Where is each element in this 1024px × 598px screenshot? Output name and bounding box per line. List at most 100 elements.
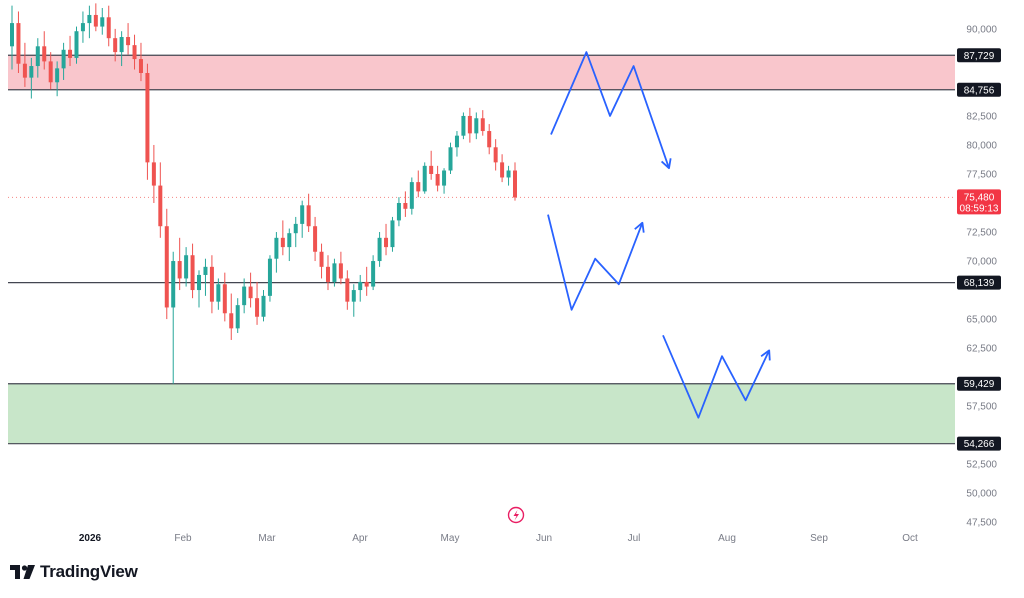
x-tick-label: Jun [536, 533, 552, 544]
candle [442, 168, 447, 194]
candle [409, 177, 414, 215]
candle [454, 131, 459, 157]
candle-body [448, 147, 453, 171]
candle [42, 31, 47, 70]
candle-body [68, 49, 73, 58]
candle [506, 165, 511, 186]
candle [229, 293, 234, 340]
projection-arrowhead [660, 158, 672, 170]
candle-body [345, 278, 350, 302]
candle [68, 35, 73, 67]
candle [255, 281, 260, 325]
candle-body [22, 63, 27, 78]
candle-body [164, 226, 169, 308]
lightning-event-icon[interactable] [507, 506, 525, 524]
projections-layer [547, 51, 771, 419]
x-tick-label: Feb [174, 533, 192, 544]
candle [274, 232, 279, 273]
candle-body [190, 255, 195, 291]
candle [345, 270, 350, 310]
candle [429, 150, 434, 180]
candle-body [280, 237, 285, 248]
candle-body [416, 182, 421, 192]
candle-body [474, 118, 479, 134]
candle [325, 255, 330, 291]
candle-body [209, 266, 214, 302]
candle [384, 223, 389, 256]
candle-body [16, 23, 21, 64]
candle-body [493, 147, 498, 163]
support-zone [8, 383, 955, 444]
candle-body [429, 165, 434, 174]
candle-body [113, 38, 118, 53]
candle [358, 274, 363, 302]
projection-path [550, 51, 672, 170]
candle-body [467, 115, 472, 134]
y-tick-label: 90,000 [966, 24, 997, 35]
candle [138, 42, 143, 82]
candle-body [248, 286, 253, 299]
level-label-box [957, 82, 1001, 97]
candle-body [513, 170, 517, 198]
candle [48, 52, 53, 90]
candle [487, 124, 492, 155]
candle [500, 154, 505, 183]
candle [119, 31, 124, 67]
candle [242, 278, 247, 314]
level-label: 59,429 [957, 376, 1001, 391]
candle [80, 11, 85, 43]
candle [93, 3, 98, 32]
y-tick-label: 80,000 [966, 140, 997, 151]
price-label-countdown: 08:59:13 [960, 203, 999, 214]
zones-layer [8, 55, 955, 444]
x-tick-label: Oct [902, 533, 918, 544]
candle-body [151, 162, 156, 186]
candle-body [300, 205, 305, 224]
candle [22, 42, 27, 87]
candle [55, 61, 60, 97]
candle-body [229, 313, 234, 329]
tradingview-logo-icon [10, 565, 35, 579]
candle [377, 232, 382, 267]
y-tick-label: 77,500 [966, 169, 997, 180]
level-labels: 87,729 84,756 68,139 59,429 54,266 [957, 48, 1001, 451]
candle-body [61, 49, 66, 69]
brand[interactable]: TradingView [10, 562, 138, 582]
candle [390, 216, 395, 252]
candle-body [313, 226, 318, 252]
candle [145, 63, 150, 180]
projection-arrowhead [634, 221, 645, 233]
candle-body [158, 185, 163, 227]
candle [332, 258, 337, 287]
candle [422, 162, 427, 194]
projection-line [550, 51, 670, 169]
candle-body [371, 261, 376, 287]
candle [306, 193, 311, 233]
candle-body [377, 237, 382, 262]
candle [87, 5, 92, 39]
level-label-box [957, 376, 1001, 391]
candle-body [35, 46, 40, 67]
y-axis: 90,000 82,500 80,000 77,500 72,500 70,000 65,0… [966, 24, 997, 528]
candle [190, 243, 195, 299]
candle [151, 144, 156, 203]
price-label-value: 75,480 [964, 192, 995, 203]
candle-body [145, 73, 150, 163]
x-tick-label: 2026 [79, 533, 102, 544]
candle [158, 162, 163, 238]
y-tick-label: 52,500 [966, 460, 997, 471]
candle-body [409, 182, 414, 209]
candle-body [332, 263, 337, 282]
projection-path [547, 214, 645, 311]
candle-body [216, 284, 221, 302]
projection-path [662, 334, 771, 419]
candle [248, 272, 253, 308]
candle [235, 298, 240, 333]
candle [171, 251, 176, 384]
candle-body [222, 284, 227, 314]
candle [261, 290, 266, 322]
candle-body [42, 46, 47, 62]
candle-body [138, 59, 143, 73]
